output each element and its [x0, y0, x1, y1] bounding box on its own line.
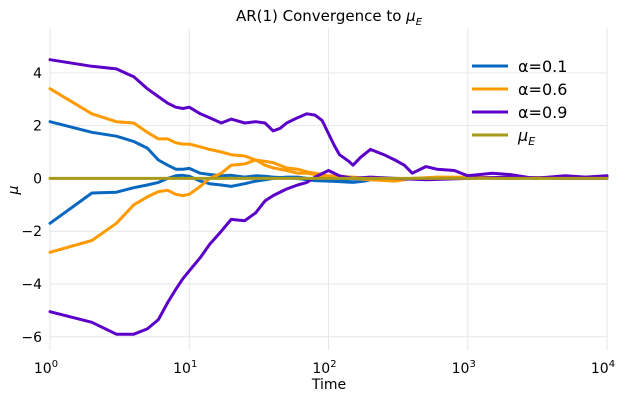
x-tick-label: 103 [452, 359, 476, 377]
x-axis-label: Time [311, 377, 346, 393]
y-tick-label: −4 [21, 277, 42, 293]
y-tick-label: 4 [33, 66, 42, 82]
x-tick-label: 102 [312, 359, 336, 377]
y-tick-label: −2 [21, 224, 42, 240]
x-axis-ticks: 100 101 102 103 104 [34, 359, 615, 377]
legend-label: α=0.6 [518, 80, 567, 99]
series-group [48, 58, 609, 336]
y-axis-label: μ [6, 185, 22, 195]
y-tick-label: −6 [21, 330, 42, 346]
x-tick-label: 100 [34, 359, 58, 377]
x-tick-label: 101 [173, 359, 197, 377]
legend: α=0.1 α=0.6 α=0.9 μE [472, 57, 567, 148]
chart-title: AR(1) Convergence to μE [236, 7, 423, 28]
x-tick-label: 104 [591, 359, 615, 377]
y-tick-label: 2 [33, 119, 42, 135]
legend-label: α=0.1 [518, 57, 567, 76]
series-line-0-1 [48, 173, 372, 225]
series-line-2-0 [48, 58, 609, 180]
legend-label: μE [517, 126, 535, 148]
y-axis-ticks: −6 −4 −2 0 2 4 [21, 66, 42, 346]
legend-label: α=0.9 [518, 103, 567, 122]
y-tick-label: 0 [33, 171, 42, 187]
